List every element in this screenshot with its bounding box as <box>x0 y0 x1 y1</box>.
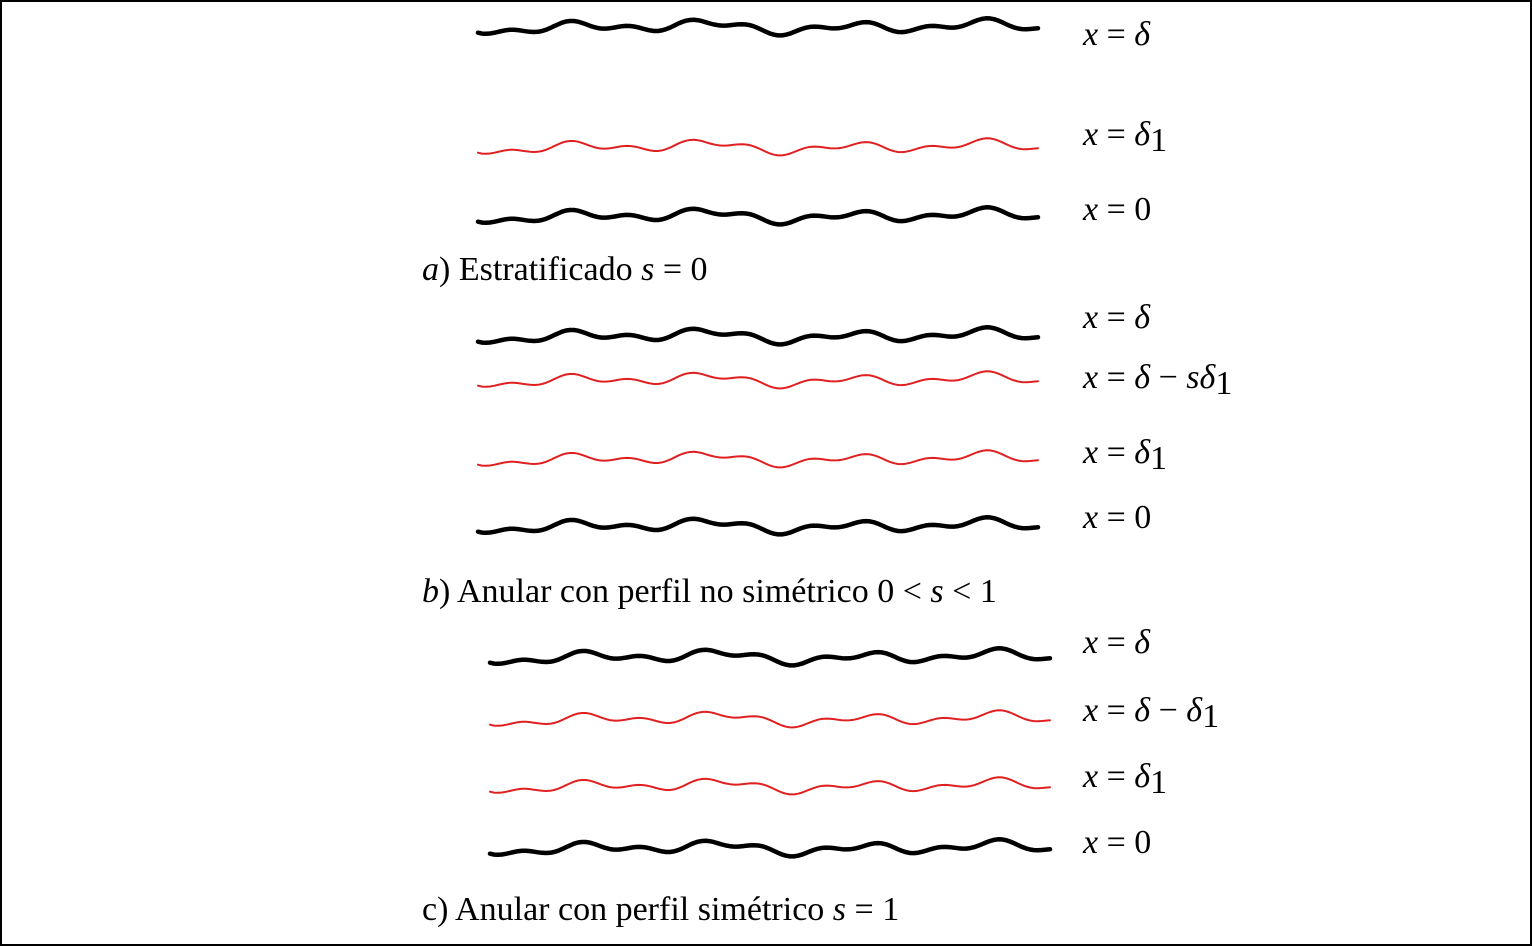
panel-caption: c) Anular con perfil simétrico s = 1 <box>422 891 899 928</box>
interface-line <box>477 370 1039 390</box>
interface-label: x = δ <box>1082 299 1151 336</box>
interface-label: x = δ − sδ1 <box>1082 359 1232 402</box>
interface-line <box>475 515 1041 537</box>
interface-line <box>477 137 1039 157</box>
interface-line <box>487 837 1053 859</box>
panel-caption: a) Estratificado s = 0 <box>422 251 708 288</box>
interface-line <box>477 449 1039 469</box>
interface-line <box>489 709 1051 729</box>
interface-label: x = δ − δ1 <box>1082 692 1219 735</box>
interface-label: x = δ <box>1082 16 1151 53</box>
interface-label: x = 0 <box>1082 191 1151 228</box>
interface-label: x = 0 <box>1082 499 1151 536</box>
interface-line <box>487 646 1053 668</box>
interface-line <box>475 205 1041 227</box>
interface-line <box>475 325 1041 347</box>
interface-label: x = δ1 <box>1082 758 1167 801</box>
interface-label: x = δ1 <box>1082 434 1167 477</box>
interface-line <box>489 776 1051 796</box>
interface-label: x = δ <box>1082 624 1151 661</box>
panel-caption: b) Anular con perfil no simétrico 0 < s … <box>422 573 997 610</box>
interface-label: x = δ1 <box>1082 116 1167 159</box>
interface-label: x = 0 <box>1082 824 1151 861</box>
interface-line <box>475 16 1041 38</box>
